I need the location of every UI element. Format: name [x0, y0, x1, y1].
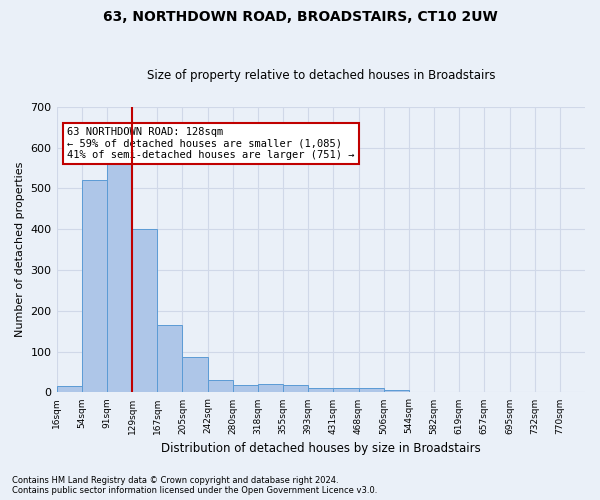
Bar	[132, 229, 157, 392]
Bar	[107, 154, 132, 392]
Bar	[182, 356, 208, 392]
Bar	[359, 388, 383, 392]
Bar	[82, 180, 107, 392]
Text: Contains HM Land Registry data © Crown copyright and database right 2024.
Contai: Contains HM Land Registry data © Crown c…	[12, 476, 377, 495]
Text: 63 NORTHDOWN ROAD: 128sqm
← 59% of detached houses are smaller (1,085)
41% of se: 63 NORTHDOWN ROAD: 128sqm ← 59% of detac…	[67, 127, 355, 160]
Bar	[308, 388, 334, 392]
Bar	[157, 325, 182, 392]
Bar	[383, 390, 409, 392]
Bar	[334, 388, 359, 392]
X-axis label: Distribution of detached houses by size in Broadstairs: Distribution of detached houses by size …	[161, 442, 481, 455]
Text: 63, NORTHDOWN ROAD, BROADSTAIRS, CT10 2UW: 63, NORTHDOWN ROAD, BROADSTAIRS, CT10 2U…	[103, 10, 497, 24]
Y-axis label: Number of detached properties: Number of detached properties	[15, 162, 25, 338]
Bar	[208, 380, 233, 392]
Bar	[56, 386, 82, 392]
Bar	[283, 384, 308, 392]
Bar	[233, 384, 258, 392]
Title: Size of property relative to detached houses in Broadstairs: Size of property relative to detached ho…	[146, 69, 495, 82]
Bar	[258, 384, 283, 392]
